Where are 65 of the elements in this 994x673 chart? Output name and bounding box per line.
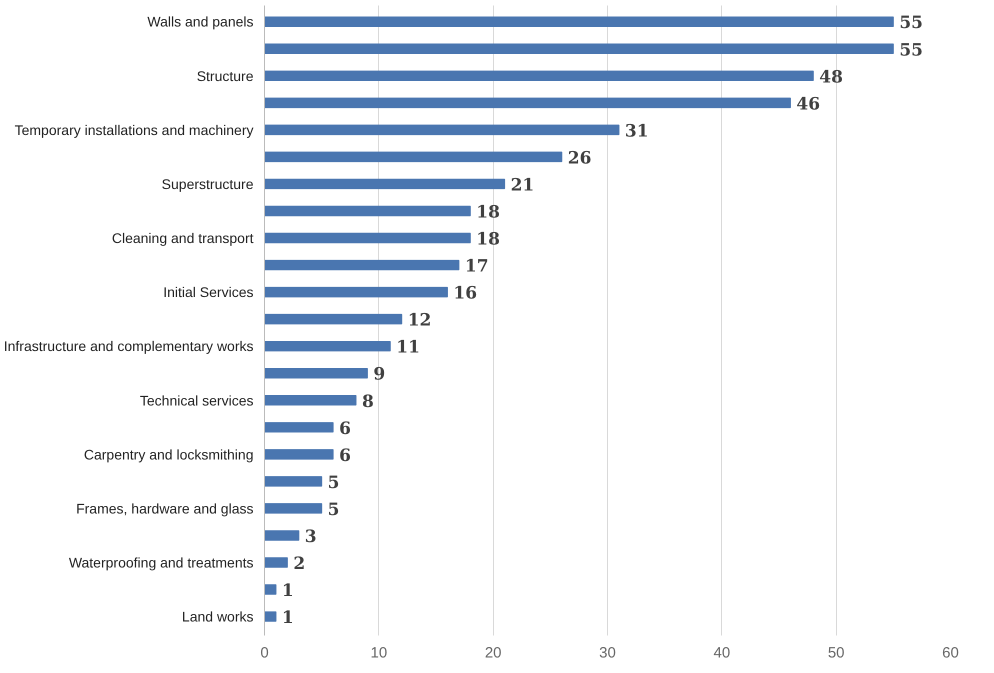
y-tick-label: Frames, hardware and glass — [76, 500, 254, 516]
data-label: 18 — [476, 202, 500, 222]
data-label: 12 — [408, 310, 432, 331]
data-label: 3 — [304, 526, 317, 547]
data-label: 31 — [624, 121, 649, 142]
x-tick-label: 20 — [484, 644, 502, 662]
x-tick-label: 0 — [260, 644, 269, 662]
bar — [264, 260, 460, 270]
data-label: 1 — [282, 608, 294, 628]
y-tick-label: Waterproofing and treatments — [68, 554, 254, 570]
bar — [264, 70, 814, 82]
bar — [264, 368, 368, 378]
data-label: 9 — [373, 364, 386, 385]
x-tick-label: 50 — [828, 644, 845, 662]
bar — [264, 611, 276, 622]
data-label: 18 — [476, 230, 500, 250]
x-tick-label: 30 — [599, 644, 616, 662]
x-tick-label: 10 — [370, 644, 388, 662]
data-label: 16 — [453, 284, 478, 304]
y-tick-label: Cleaning and transport — [112, 230, 254, 246]
bar — [264, 395, 356, 406]
bar — [264, 44, 894, 54]
data-label: 55 — [899, 40, 924, 60]
data-label: 5 — [328, 472, 340, 493]
data-label: 6 — [339, 446, 351, 466]
data-label: 55 — [899, 13, 924, 34]
y-tick-label: Walls and panels — [147, 14, 254, 30]
y-tick-label: Infrastructure and complementary works — [4, 338, 254, 354]
bar — [264, 422, 334, 433]
data-label: 5 — [328, 500, 340, 520]
y-tick-label: Initial Services — [163, 284, 254, 300]
data-label: 8 — [362, 392, 374, 412]
data-label: 1 — [282, 581, 294, 602]
bar — [264, 232, 471, 244]
bar — [264, 206, 471, 216]
bar — [264, 503, 322, 514]
bar — [264, 124, 620, 136]
bar — [264, 314, 402, 324]
y-tick-label: Structure — [196, 68, 254, 84]
bar — [264, 530, 300, 541]
bar — [264, 152, 562, 162]
x-tick-label: 60 — [942, 644, 959, 662]
bar — [264, 286, 448, 298]
y-tick-label: Technical services — [140, 392, 254, 408]
bar — [264, 476, 322, 487]
bar — [264, 584, 276, 595]
data-label: 48 — [819, 67, 843, 88]
y-tick-label: Temporary installations and machinery — [14, 122, 254, 138]
bar — [264, 449, 334, 460]
data-label: 6 — [339, 418, 351, 439]
data-label: 26 — [568, 148, 592, 168]
y-tick-label: Land works — [182, 608, 254, 625]
bar — [264, 16, 894, 27]
bar — [264, 557, 288, 568]
bar — [264, 178, 506, 190]
data-label: 2 — [293, 554, 306, 574]
data-label: 46 — [796, 94, 820, 114]
data-label: 17 — [464, 256, 489, 277]
x-tick-label: 40 — [713, 644, 730, 662]
data-label: 21 — [510, 175, 534, 196]
y-tick-label: Superstructure — [162, 176, 254, 192]
y-tick-label: Carpentry and locksmithing — [84, 446, 254, 462]
bar — [264, 98, 791, 108]
data-label: 11 — [396, 338, 420, 358]
bar — [264, 340, 391, 352]
